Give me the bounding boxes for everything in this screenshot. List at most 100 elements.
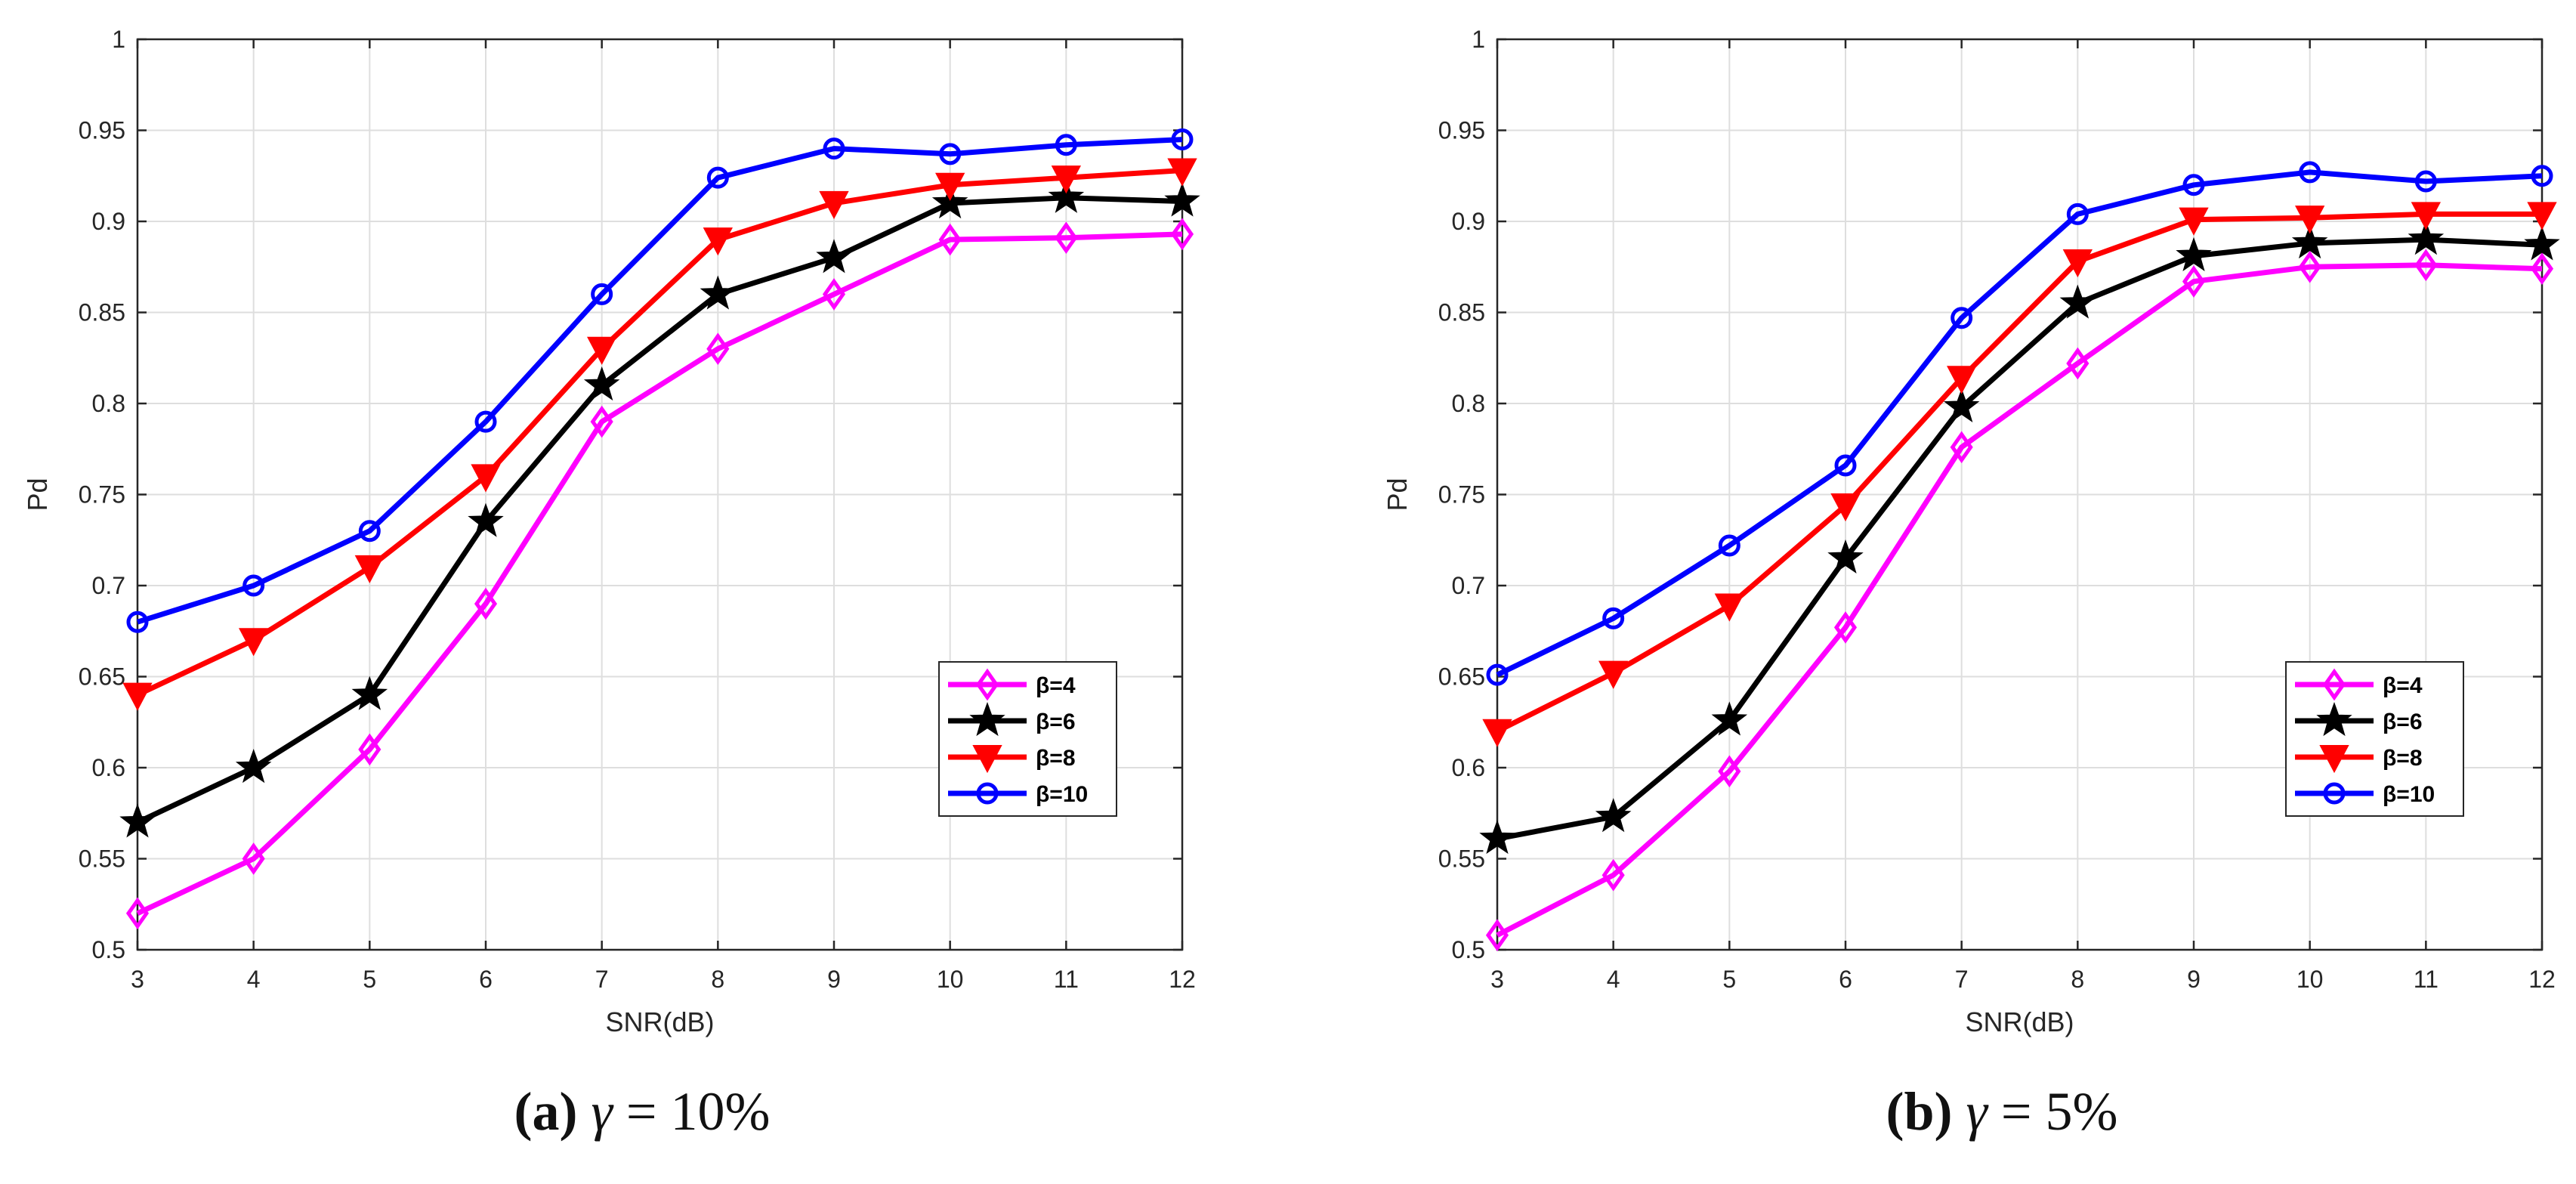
- x-axis-label: SNR(dB): [605, 1006, 714, 1037]
- x-tick-label: 7: [1955, 966, 1969, 993]
- y-tick-label: 0.5: [92, 936, 125, 963]
- y-tick-label: 0.8: [92, 390, 125, 417]
- data-point: [1055, 134, 1077, 156]
- data-point: [823, 138, 845, 160]
- data-point: [583, 366, 620, 401]
- data-point: [2530, 252, 2554, 285]
- data-point: [354, 555, 385, 584]
- y-tick-label: 1: [112, 26, 125, 53]
- data-point: [1048, 178, 1085, 213]
- data-point: [706, 332, 730, 366]
- y-tick-label: 0.8: [1452, 390, 1485, 417]
- data-point: [700, 275, 737, 310]
- y-tick-label: 0.85: [79, 299, 125, 326]
- data-point: [242, 574, 265, 597]
- caption-a: (a) γ = 10%: [514, 1080, 771, 1143]
- legend-label: β=6: [1036, 709, 1076, 734]
- legend-label: β=10: [1036, 782, 1088, 807]
- data-point: [1943, 388, 1980, 423]
- chart-b: 3 4 5 6 7 8 9 10 11 12 0.5 0.55 0.6 0.65 0.7 0.75 0.8 0.8…: [1382, 26, 2560, 1037]
- data-point: [1171, 128, 1194, 151]
- y-tick-label: 0.7: [1452, 572, 1485, 599]
- data-point: [1718, 755, 1741, 788]
- legend-item: β=10: [2295, 782, 2435, 807]
- x-tick-label: 10: [2296, 966, 2324, 993]
- data-point: [1598, 660, 1629, 689]
- legend: β=4 β=6 β=8 β=10: [938, 661, 1117, 817]
- series-4: [126, 128, 1194, 633]
- data-point: [125, 897, 150, 930]
- data-point: [2059, 284, 2096, 319]
- data-point: [1602, 607, 1625, 629]
- x-tick-label: 4: [247, 966, 261, 993]
- x-tick-label: 5: [1722, 966, 1736, 993]
- data-point: [939, 143, 962, 165]
- series-1: [1485, 249, 2554, 952]
- data-point: [1482, 719, 1512, 747]
- series-2: [119, 178, 1200, 838]
- legend-item: β=6: [2295, 702, 2423, 737]
- data-point: [2062, 249, 2093, 278]
- data-point: [935, 172, 965, 201]
- caption-b-tag: (b): [1886, 1081, 1953, 1142]
- caption-a-tag: (a): [514, 1081, 578, 1142]
- legend-label: β=4: [1036, 673, 1076, 698]
- legend-item: β=6: [948, 702, 1076, 737]
- data-point: [1595, 798, 1632, 833]
- series-line: [1496, 211, 2542, 734]
- data-point: [1830, 493, 1861, 522]
- x-tick-label: 9: [2187, 966, 2201, 993]
- data-point: [591, 283, 613, 305]
- data-point: [1951, 307, 1973, 329]
- data-point: [822, 278, 846, 311]
- data-point: [2295, 206, 2325, 234]
- data-point: [1714, 593, 1744, 622]
- series-line: [136, 195, 1183, 825]
- legend-marker: [975, 668, 999, 701]
- y-tick-label: 0.9: [92, 208, 125, 235]
- data-point: [474, 587, 498, 620]
- data-point: [1486, 663, 1509, 686]
- y-tick-label: 1: [1472, 26, 1485, 53]
- data-point: [1479, 820, 1515, 855]
- chart-a: 3 4 5 6 7 8 9 10 11 12 0.5 0.55 0.6 0.65 0.7 0.75 0.8 0.8…: [22, 26, 1200, 1037]
- series-4: [1486, 161, 2553, 686]
- y-tick-label: 0.6: [92, 754, 125, 781]
- data-point: [1834, 454, 1857, 477]
- x-tick-label: 8: [711, 966, 724, 993]
- y-tick-label: 0.7: [92, 572, 125, 599]
- y-tick-label: 0.75: [79, 481, 125, 509]
- legend-marker: [2319, 745, 2349, 774]
- x-tick-label: 3: [1490, 966, 1504, 993]
- series-3: [1482, 202, 2557, 747]
- x-tick-label: 10: [937, 966, 964, 993]
- x-tick-label: 9: [827, 966, 841, 993]
- data-point: [819, 190, 849, 220]
- y-tick-label: 0.9: [1452, 208, 1485, 235]
- series-1: [125, 218, 1194, 930]
- data-point: [1055, 221, 1078, 255]
- x-tick-label: 12: [2528, 966, 2556, 993]
- data-point: [1051, 165, 1081, 194]
- y-tick-label: 0.55: [1438, 845, 1485, 873]
- x-tick-label: 11: [2414, 966, 2439, 993]
- caption-a-symbol: γ: [591, 1081, 613, 1142]
- data-point: [2291, 224, 2328, 259]
- legend-label: β=8: [1036, 746, 1076, 771]
- data-point: [122, 682, 153, 711]
- data-point: [2414, 249, 2438, 282]
- data-point: [471, 464, 501, 493]
- y-tick-label: 0.95: [1438, 117, 1485, 144]
- x-axis-label: SNR(dB): [1965, 1006, 2074, 1037]
- y-tick-label: 0.55: [79, 845, 125, 873]
- series-line: [1496, 262, 2543, 938]
- data-point: [2179, 207, 2209, 236]
- x-tick-label: 6: [479, 966, 493, 993]
- series-3: [122, 158, 1197, 711]
- x-tick-label: 8: [2071, 966, 2084, 993]
- data-point: [468, 502, 504, 537]
- data-point: [235, 749, 272, 784]
- data-point: [239, 628, 269, 657]
- x-tick-label: 7: [595, 966, 609, 993]
